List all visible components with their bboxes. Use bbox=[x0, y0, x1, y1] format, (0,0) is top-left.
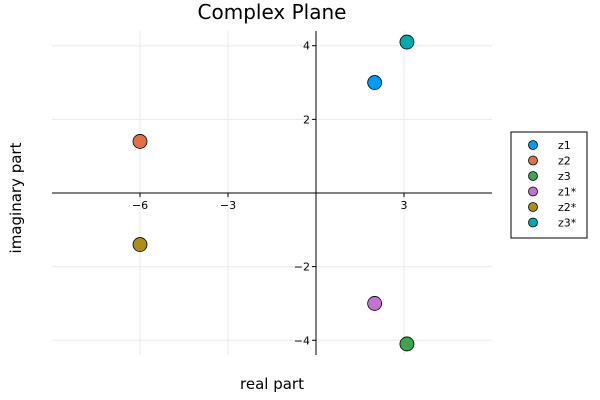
legend-label: z1 bbox=[558, 139, 571, 152]
y-axis-label: imaginary part bbox=[7, 142, 25, 253]
y-axis-ticks: 4 2 −2 −4 bbox=[294, 40, 316, 347]
legend-marker-z1-conj bbox=[528, 186, 538, 197]
data-points bbox=[132, 34, 415, 352]
legend-frame bbox=[510, 131, 588, 239]
data-point-z1-conj bbox=[367, 296, 383, 311]
data-point-z2 bbox=[132, 134, 148, 149]
data-point-z3-conj bbox=[399, 34, 415, 50]
legend-marker-z2-conj bbox=[528, 202, 538, 212]
legend-marker-z2 bbox=[528, 155, 538, 166]
x-axis-label: real part bbox=[240, 375, 304, 393]
data-point-z2-conj bbox=[132, 237, 148, 252]
y-tick-label: 4 bbox=[303, 40, 310, 53]
x-axis-ticks: −6 −3 3 bbox=[132, 193, 408, 212]
data-point-z3 bbox=[399, 336, 415, 352]
legend-label: z2* bbox=[558, 201, 577, 214]
legend-label: z1* bbox=[558, 186, 577, 199]
legend-marker-z3-conj bbox=[528, 217, 538, 228]
y-tick-label: −2 bbox=[294, 261, 310, 274]
y-gridlines bbox=[52, 45, 492, 341]
legend-marker-z1 bbox=[528, 140, 538, 150]
legend-label: z3* bbox=[558, 217, 577, 230]
y-tick-label: −4 bbox=[294, 334, 310, 347]
legend-label: z3 bbox=[558, 170, 571, 183]
legend-label: z2 bbox=[558, 155, 571, 168]
x-tick-label: −3 bbox=[220, 199, 236, 212]
x-tick-label: 3 bbox=[401, 199, 408, 212]
data-point-z1 bbox=[367, 75, 383, 90]
legend-marker-z3 bbox=[528, 171, 538, 181]
chart-title: Complex Plane bbox=[198, 0, 347, 24]
y-tick-label: 2 bbox=[303, 113, 310, 126]
x-tick-label: −6 bbox=[132, 199, 148, 212]
legend: z1 z2 z3 z1* z2* z3* bbox=[510, 131, 588, 239]
